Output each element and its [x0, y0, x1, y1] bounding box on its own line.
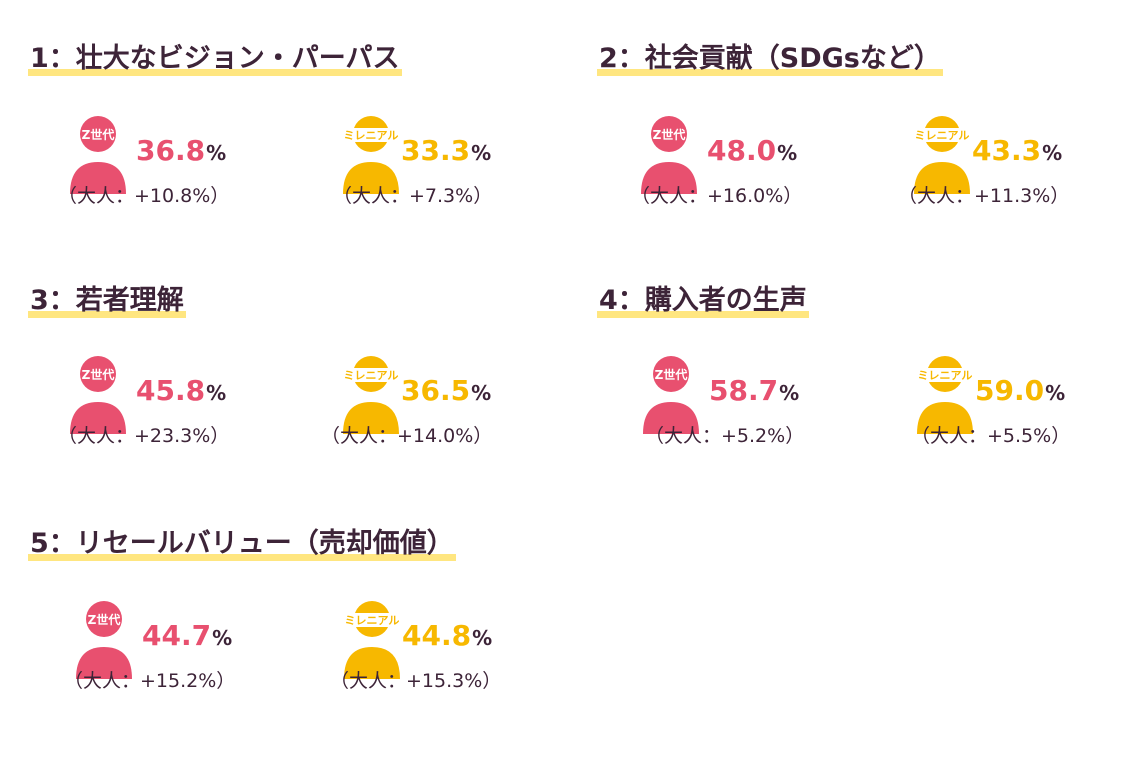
genz-percentage: 48.0%: [707, 134, 797, 170]
percent-unit: %: [206, 381, 227, 405]
millennial-icon-label: ミレニアル: [345, 614, 400, 627]
genz-percentage: 44.7%: [142, 619, 232, 655]
genz-diff: （大人：+23.3%）: [58, 425, 230, 447]
genz-stat: Z世代 45.8% （大人：+23.3%）: [58, 352, 286, 462]
genz-stat: Z世代 44.7% （大人：+15.2%）: [64, 597, 292, 707]
section-title: 1：壮大なビジョン・パーパス: [28, 42, 402, 76]
millennial-icon-label: ミレニアル: [344, 369, 399, 382]
genz-percentage: 45.8%: [136, 374, 226, 410]
millennial-diff: （大人：+11.3%）: [898, 185, 1070, 207]
millennial-person-icon: ミレニアル: [907, 116, 974, 194]
genz-icon-label: Z世代: [655, 367, 688, 382]
millennial-value: 43.3: [972, 134, 1042, 167]
genz-diff: （大人：+10.8%）: [58, 185, 230, 207]
genz-person-icon: Z世代: [643, 356, 699, 434]
percent-unit: %: [777, 141, 798, 165]
percent-unit: %: [471, 381, 492, 405]
percent-unit: %: [779, 381, 800, 405]
genz-value: 36.8: [136, 134, 206, 167]
percent-unit: %: [1042, 141, 1063, 165]
section-title: 3：若者理解: [28, 284, 186, 318]
percent-unit: %: [472, 626, 493, 650]
genz-diff: （大人：+16.0%）: [631, 185, 803, 207]
millennial-icon-label: ミレニアル: [918, 369, 973, 382]
genz-icon-label: Z世代: [653, 127, 686, 142]
percent-unit: %: [212, 626, 233, 650]
genz-value: 44.7: [142, 619, 212, 652]
millennial-person-icon: ミレニアル: [910, 356, 977, 434]
genz-percentage: 36.8%: [136, 134, 226, 170]
genz-stat: Z世代 36.8% （大人：+10.8%）: [58, 112, 286, 222]
genz-icon-label: Z世代: [82, 127, 115, 142]
millennial-stat: ミレニアル 36.5% （大人：+14.0%）: [321, 352, 553, 462]
genz-diff: （大人：+15.2%）: [64, 670, 236, 692]
millennial-stat: ミレニアル 44.8% （大人：+15.3%）: [330, 597, 554, 707]
genz-diff: （大人：+5.2%）: [645, 425, 805, 447]
millennial-person-icon: ミレニアル: [336, 356, 403, 434]
millennial-person-icon: ミレニアル: [337, 601, 404, 679]
genz-person-icon: Z世代: [70, 356, 126, 434]
percent-unit: %: [206, 141, 227, 165]
millennial-value: 44.8: [402, 619, 472, 652]
genz-icon-label: Z世代: [88, 612, 121, 627]
percent-unit: %: [1045, 381, 1066, 405]
millennial-value: 36.5: [401, 374, 471, 407]
millennial-diff: （大人：+14.0%）: [321, 425, 493, 447]
millennial-percentage: 44.8%: [402, 619, 492, 655]
millennial-diff: （大人：+5.5%）: [911, 425, 1071, 447]
section-title: 2：社会貢献（SDGsなど）: [597, 42, 943, 76]
millennial-diff: （大人：+15.3%）: [330, 670, 502, 692]
genz-value: 45.8: [136, 374, 206, 407]
genz-person-icon: Z世代: [76, 601, 132, 679]
millennial-stat: ミレニアル 43.3% （大人：+11.3%）: [898, 112, 1124, 222]
genz-percentage: 58.7%: [709, 374, 799, 410]
section-title: 4：購入者の生声: [597, 284, 809, 318]
genz-person-icon: Z世代: [70, 116, 126, 194]
millennial-diff: （大人：+7.3%）: [333, 185, 493, 207]
millennial-stat: ミレニアル 59.0% （大人：+5.5%）: [907, 352, 1127, 462]
genz-value: 58.7: [709, 374, 779, 407]
genz-stat: Z世代 48.0% （大人：+16.0%）: [631, 112, 857, 222]
millennial-percentage: 43.3%: [972, 134, 1062, 170]
millennial-value: 59.0: [975, 374, 1045, 407]
genz-icon-label: Z世代: [82, 367, 115, 382]
millennial-percentage: 36.5%: [401, 374, 491, 410]
millennial-value: 33.3: [401, 134, 471, 167]
percent-unit: %: [471, 141, 492, 165]
section-title: 5：リセールバリュー（売却価値）: [28, 527, 456, 561]
genz-person-icon: Z世代: [641, 116, 697, 194]
millennial-person-icon: ミレニアル: [336, 116, 403, 194]
millennial-percentage: 33.3%: [401, 134, 491, 170]
millennial-percentage: 59.0%: [975, 374, 1065, 410]
millennial-icon-label: ミレニアル: [344, 129, 399, 142]
genz-value: 48.0: [707, 134, 777, 167]
millennial-stat: ミレニアル 33.3% （大人：+7.3%）: [333, 112, 553, 222]
genz-stat: Z世代 58.7% （大人：+5.2%）: [639, 352, 859, 462]
millennial-icon-label: ミレニアル: [915, 129, 970, 142]
